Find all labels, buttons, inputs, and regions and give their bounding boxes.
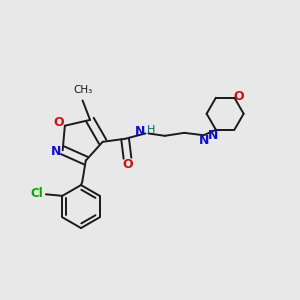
Text: N: N bbox=[134, 125, 145, 138]
Text: O: O bbox=[234, 90, 244, 103]
Text: Cl: Cl bbox=[31, 187, 44, 200]
Text: H: H bbox=[147, 125, 155, 135]
Text: O: O bbox=[53, 116, 64, 129]
Text: N: N bbox=[51, 145, 61, 158]
Text: O: O bbox=[122, 158, 133, 171]
Text: N: N bbox=[198, 134, 209, 147]
Text: N: N bbox=[208, 129, 219, 142]
Text: CH₃: CH₃ bbox=[73, 85, 92, 95]
